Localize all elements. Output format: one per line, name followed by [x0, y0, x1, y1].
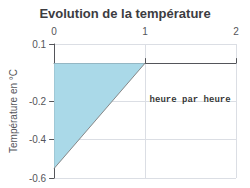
- svg-text:Température en °C: Température en °C: [8, 69, 19, 153]
- svg-text:0: 0: [51, 26, 57, 37]
- svg-text:1: 1: [142, 26, 148, 37]
- svg-text:2: 2: [233, 26, 239, 37]
- svg-text:0.1: 0.1: [32, 39, 46, 50]
- svg-text:-0.4: -0.4: [29, 134, 47, 145]
- svg-text:heure par heure: heure par heure: [150, 95, 231, 105]
- svg-text:-0.2: -0.2: [29, 96, 47, 107]
- svg-text:Evolution de la température: Evolution de la température: [39, 6, 210, 21]
- svg-text:-0.6: -0.6: [29, 173, 47, 184]
